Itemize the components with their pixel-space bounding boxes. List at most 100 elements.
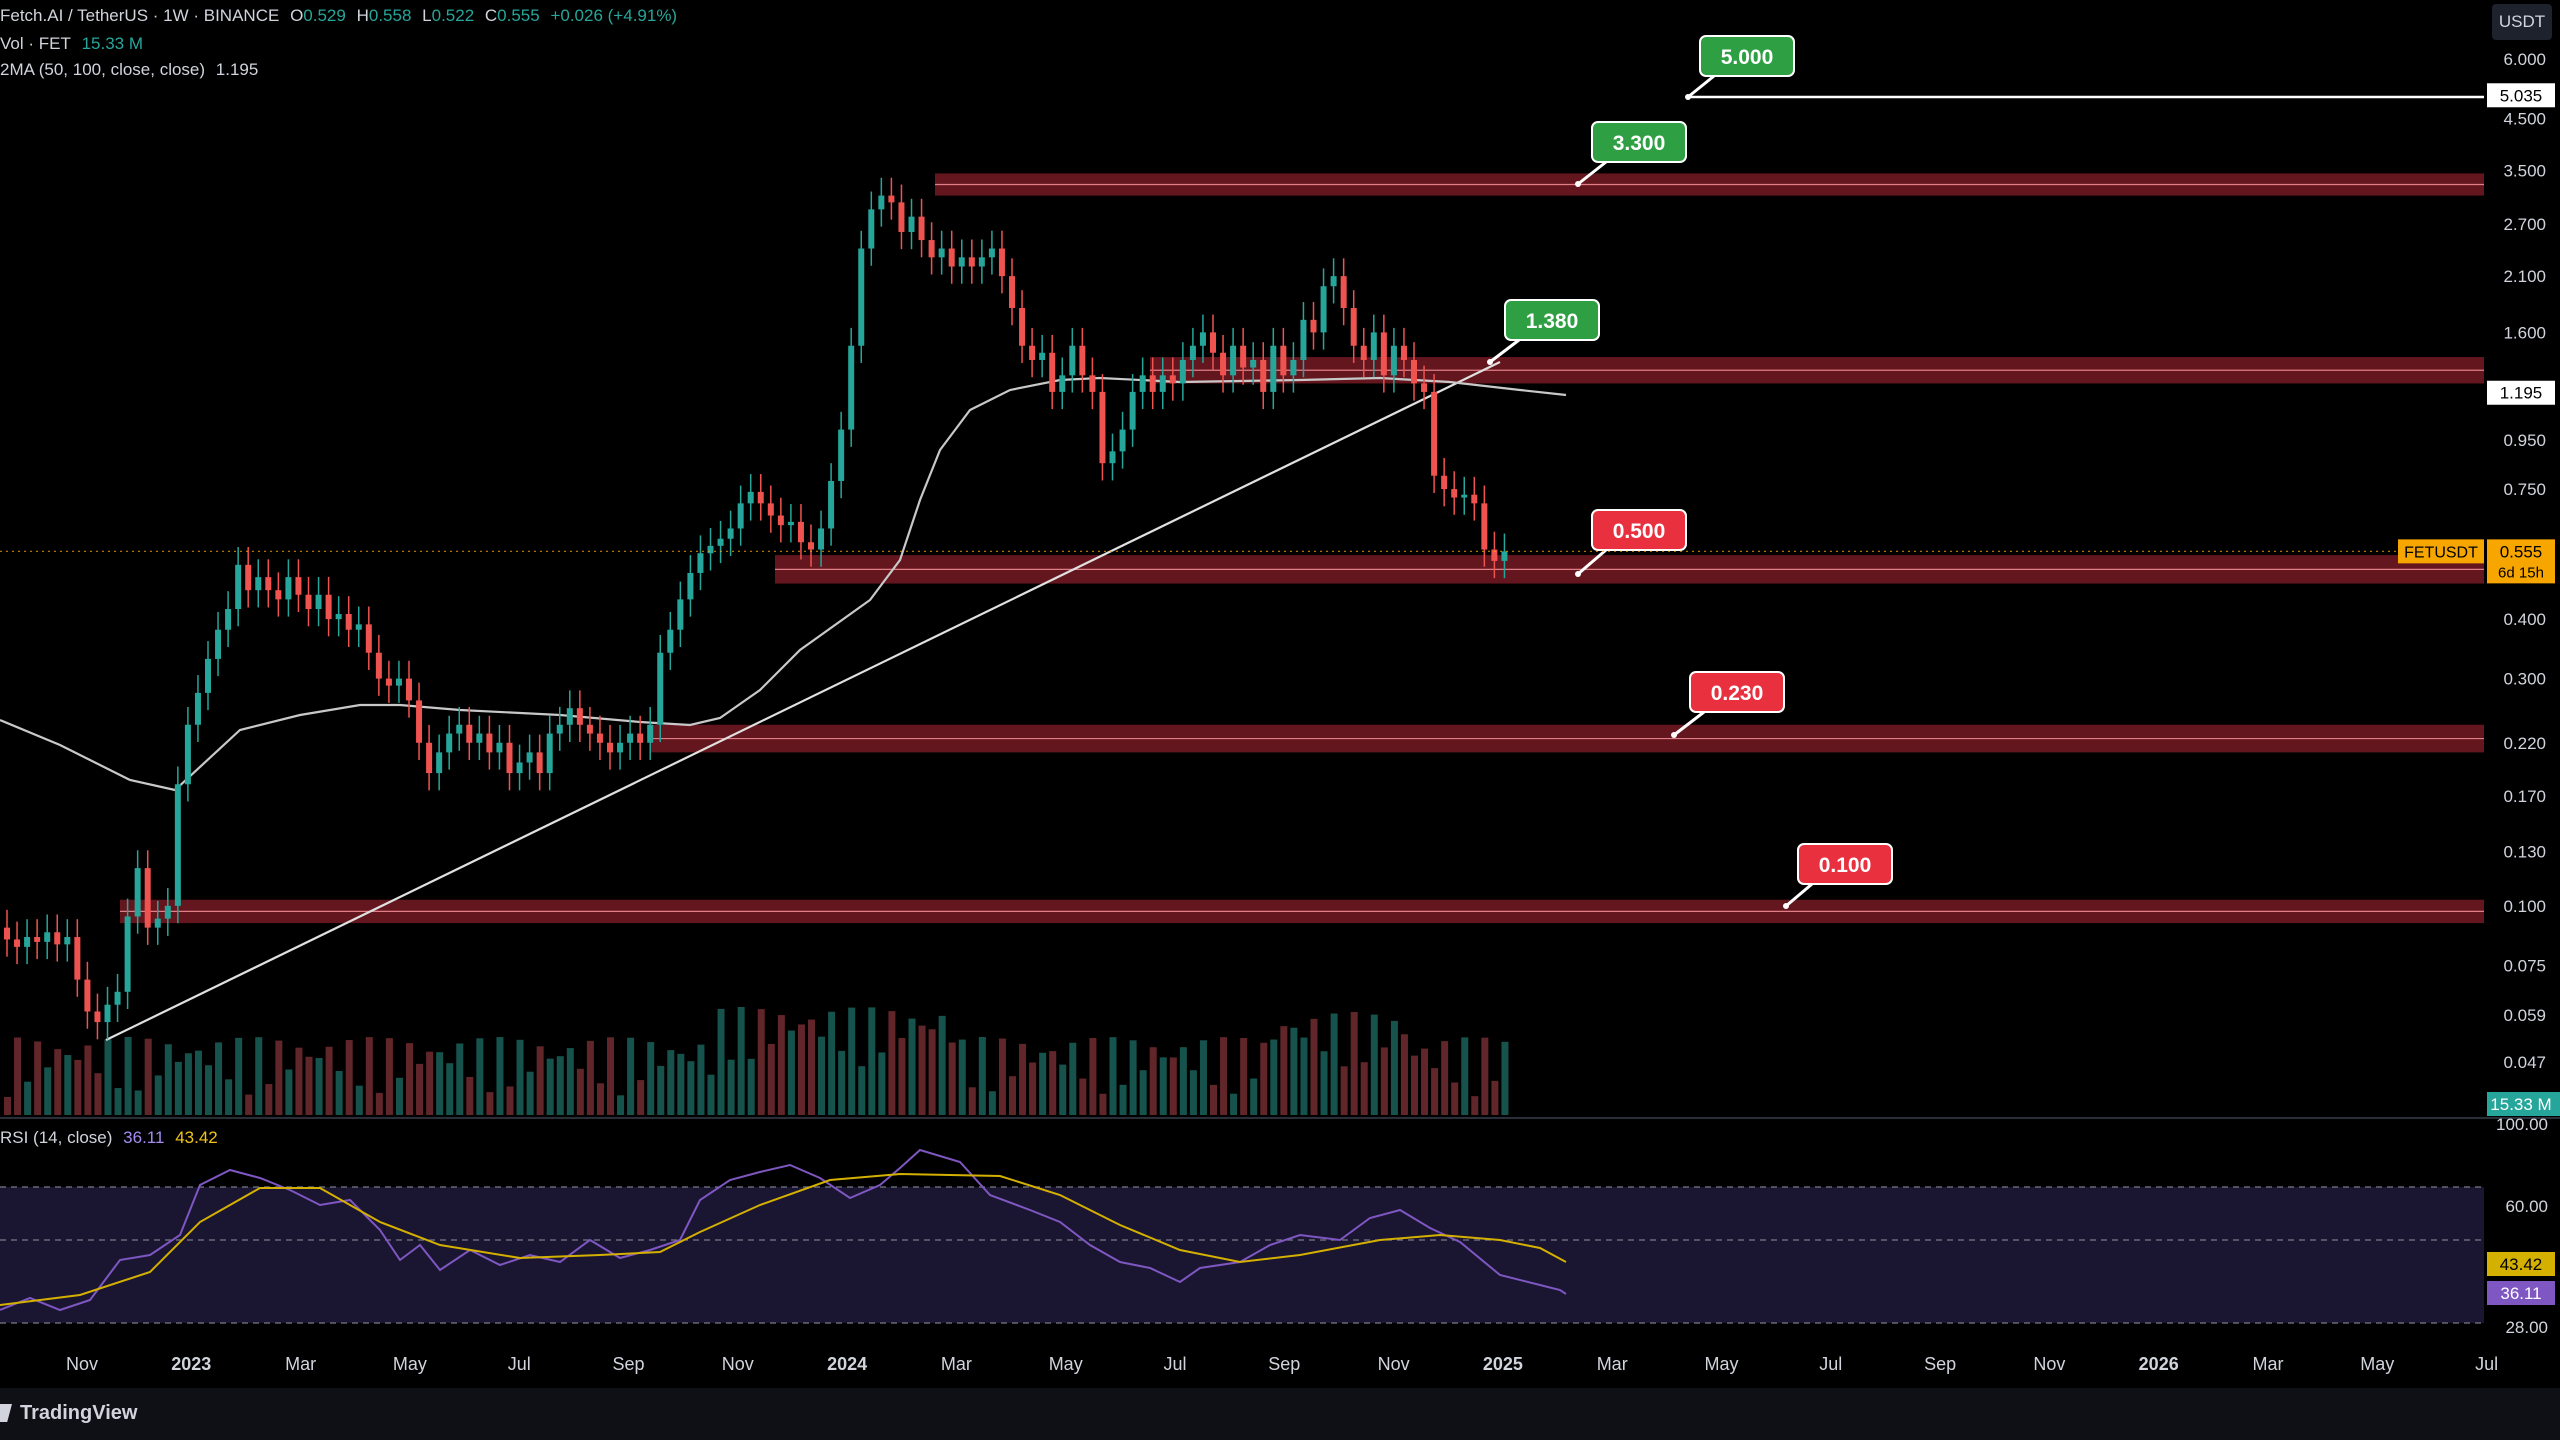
candle-body	[737, 503, 744, 529]
time-tick-2024: 2024	[827, 1354, 867, 1374]
time-tick-Sep: Sep	[1924, 1354, 1956, 1374]
candle-body	[526, 752, 533, 763]
volume-bar	[838, 1050, 846, 1115]
price-tick-0.047: 0.047	[2503, 1053, 2546, 1072]
volume-bar	[1380, 1047, 1388, 1115]
candle-body	[1109, 451, 1116, 464]
candle-body	[1431, 391, 1438, 476]
price-tick-0.059: 0.059	[2503, 1006, 2546, 1025]
volume-bar	[1079, 1078, 1087, 1115]
candle-body	[888, 195, 895, 203]
volume-label: Vol · FET	[0, 34, 71, 53]
volume-bar	[94, 1073, 102, 1115]
rsi-legend[interactable]: RSI (14, close) 36.11 43.42	[0, 1128, 224, 1148]
candle-body	[818, 528, 825, 550]
rsi-label: RSI (14, close)	[0, 1128, 113, 1147]
candle-body	[1250, 359, 1257, 368]
candle-body	[1009, 276, 1015, 309]
volume-bar	[1089, 1038, 1097, 1115]
candle-body	[586, 724, 593, 734]
candle-body	[727, 528, 734, 539]
time-tick-Mar: Mar	[941, 1354, 972, 1374]
candle-body	[164, 905, 171, 919]
volume-bar	[1421, 1048, 1429, 1115]
candle-body	[1390, 345, 1397, 376]
candle-body	[868, 209, 875, 249]
level-label-1.380: 1.380	[1526, 310, 1579, 333]
volume-bar	[1431, 1068, 1439, 1115]
candle-body	[687, 572, 694, 600]
volume-bar	[235, 1037, 243, 1115]
volume-bar	[194, 1050, 202, 1115]
time-tick-Mar: Mar	[285, 1354, 316, 1374]
symbol-legend[interactable]: Fetch.AI / TetherUS · 1W · BINANCE O0.52…	[0, 6, 683, 26]
volume-bar	[998, 1038, 1006, 1115]
callout-pointer-5.000	[1687, 74, 1715, 99]
candle-body	[1079, 345, 1086, 376]
volume-bar	[918, 1025, 926, 1115]
volume-bar	[1220, 1037, 1228, 1115]
ma-line	[0, 376, 1567, 792]
candle-body	[375, 652, 382, 679]
candle-body	[707, 545, 714, 554]
volume-bar	[526, 1071, 534, 1115]
volume-bar	[205, 1065, 212, 1115]
candle-body	[627, 733, 634, 743]
candle-body	[1240, 345, 1247, 368]
rsi-ma-tag-bg	[2487, 1252, 2555, 1276]
volume-bar	[797, 1024, 805, 1115]
volume-bar	[476, 1038, 484, 1115]
candle-body	[667, 629, 674, 653]
candle-body	[14, 939, 21, 947]
callout-pointer-1.380	[1489, 338, 1520, 364]
volume-bar	[84, 1045, 92, 1115]
level-label-box-0.100	[1797, 843, 1893, 885]
tradingview-icon	[0, 1404, 12, 1422]
volume-bar	[627, 1037, 635, 1115]
volume-bar	[375, 1092, 383, 1115]
volume-bar	[14, 1037, 22, 1115]
volume-bar	[697, 1044, 705, 1115]
candle-body	[365, 624, 372, 653]
volume-bar	[1129, 1040, 1137, 1115]
volume-bar	[486, 1092, 494, 1115]
candle-body	[617, 742, 624, 753]
candle-body	[1491, 549, 1498, 561]
candle-body	[1350, 308, 1357, 346]
volume-tag: 15.33 M	[2490, 1095, 2551, 1114]
candle-body	[1230, 345, 1237, 376]
candle-body	[1189, 345, 1196, 360]
candle-body	[1501, 551, 1508, 561]
candle-body	[556, 724, 563, 734]
candle-body	[998, 248, 1005, 277]
tradingview-logo[interactable]: TradingView	[0, 1398, 137, 1428]
currency-unit-button[interactable]: USDT	[2492, 4, 2552, 40]
volume-bar	[1049, 1051, 1057, 1115]
volume-bar	[1059, 1064, 1067, 1115]
volume-bar	[496, 1037, 504, 1115]
volume-bar	[64, 1055, 72, 1115]
candle-body	[988, 248, 995, 258]
time-tick-Jul: Jul	[2475, 1354, 2498, 1374]
volume-legend[interactable]: Vol · FET 15.33 M	[0, 34, 149, 54]
candle-body	[918, 216, 925, 241]
ma-legend[interactable]: 2MA (50, 100, close, close) 1.195	[0, 60, 264, 80]
level-label-layer: 5.000 3.300 1.380 0.500 0.230 0.100	[1487, 35, 1893, 909]
volume-bar	[1139, 1070, 1147, 1115]
volume-bar	[948, 1042, 956, 1115]
candle-body	[928, 240, 935, 258]
volume-bar	[215, 1042, 223, 1115]
candle-body	[747, 491, 754, 504]
callout-dot-1.380	[1487, 359, 1493, 365]
candle-body	[1280, 345, 1287, 376]
level-label-box-0.500	[1591, 509, 1687, 551]
candle-body	[245, 564, 252, 591]
price-axis: 6.000 4.500 3.500 2.700 2.100 1.600 0.950 0.750…	[0, 50, 2560, 1337]
volume-bar	[757, 1009, 765, 1115]
time-tick-May: May	[393, 1354, 427, 1374]
level-label-0.230: 0.230	[1711, 682, 1764, 705]
candle-body	[1049, 352, 1056, 392]
candle-body	[285, 577, 292, 600]
volume-bar	[556, 1056, 564, 1115]
